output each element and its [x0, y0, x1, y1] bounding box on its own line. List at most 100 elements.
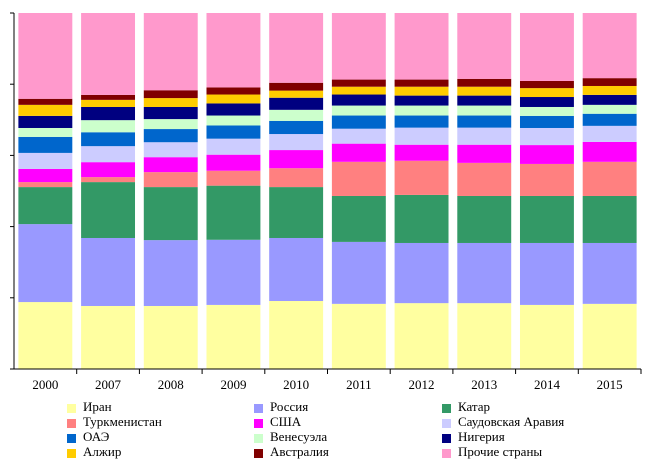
legend-label: Австралия	[270, 444, 329, 459]
bar-segment	[269, 120, 324, 135]
legend-swatch	[254, 404, 263, 413]
bar-segment	[331, 115, 386, 129]
legend-label: США	[270, 414, 302, 429]
bar-segment	[269, 150, 324, 169]
bar-segment	[457, 127, 512, 145]
bar-segment	[582, 242, 637, 304]
legend-label: Венесуэла	[270, 429, 327, 444]
bar-segment	[331, 105, 386, 116]
bar-segment	[519, 242, 574, 305]
bar-segment	[519, 88, 574, 98]
legend-label: Саудовская Аравия	[458, 414, 564, 429]
bar-segment	[582, 85, 637, 95]
legend-label: Алжир	[83, 444, 121, 459]
bar-segment	[394, 79, 449, 87]
x-tick-label: 2015	[597, 377, 623, 392]
legend-swatch	[442, 404, 451, 413]
bar-segment	[457, 195, 512, 243]
bar-segment	[269, 13, 324, 83]
bar-segment	[519, 304, 574, 369]
bar-segment	[582, 141, 637, 162]
bar-segment	[18, 115, 73, 128]
bar-segment	[519, 145, 574, 164]
bar-segment	[519, 97, 574, 107]
bar-segment	[143, 119, 198, 130]
bar-segment	[206, 94, 261, 104]
bar-segment	[206, 138, 261, 155]
bar-segment	[582, 161, 637, 196]
bar-segment	[206, 115, 261, 126]
bar-segment	[394, 127, 449, 145]
bar-segment	[331, 79, 386, 87]
bar-segment	[143, 13, 198, 91]
bar-segment	[81, 177, 136, 183]
bar-segment	[582, 303, 637, 369]
bar-segment	[582, 94, 637, 105]
legend-label: Иран	[83, 399, 112, 414]
x-tick-label: 2013	[471, 377, 497, 392]
bar-segment	[143, 305, 198, 369]
bar-segment	[18, 152, 73, 169]
bar-segment	[394, 144, 449, 161]
bar-segment	[269, 97, 324, 110]
x-tick-label: 2000	[32, 377, 58, 392]
bar-segment	[269, 134, 324, 151]
bar-segment	[331, 195, 386, 242]
bar-segment	[519, 127, 574, 146]
bar-segment	[457, 13, 512, 79]
bar-segment	[269, 109, 324, 121]
bar-segment	[394, 86, 449, 96]
bar-segment	[331, 143, 386, 162]
legend-label: Нигерия	[458, 429, 505, 444]
bar-segment	[18, 187, 73, 225]
legend-label: ОАЭ	[83, 429, 110, 444]
legend-swatch	[67, 419, 76, 428]
bar-segment	[81, 237, 136, 306]
bar-segment	[331, 303, 386, 369]
bar-segment	[519, 195, 574, 243]
bar-segment	[206, 103, 261, 116]
x-tick-label: 2011	[346, 377, 372, 392]
x-tick-label: 2014	[534, 377, 561, 392]
bar-segment	[519, 80, 574, 89]
bar-segment	[457, 105, 512, 116]
bar-segment	[81, 120, 136, 133]
bar-segment	[269, 82, 324, 91]
bar-segment	[269, 168, 324, 188]
bar-segment	[519, 163, 574, 196]
bar-segment	[394, 13, 449, 80]
bar-segment	[582, 125, 637, 142]
bar-segment	[457, 303, 512, 369]
bar-segment	[582, 104, 637, 114]
legend-swatch	[442, 434, 451, 443]
bar-segment	[206, 87, 261, 95]
bar-segment	[81, 13, 136, 95]
bar-segment	[331, 13, 386, 80]
bar-segment	[206, 304, 261, 369]
bar-segment	[394, 242, 449, 304]
legend-label: Катар	[458, 399, 490, 414]
bar-segment	[582, 113, 637, 126]
bar-segment	[143, 142, 198, 158]
bar-segment	[394, 105, 449, 116]
bar-segment	[143, 240, 198, 306]
bar-segment	[81, 132, 136, 147]
bar-segment	[457, 95, 512, 106]
bar-segment	[18, 302, 73, 369]
bar-segment	[143, 157, 198, 173]
bar-segment	[582, 13, 637, 79]
bar-segment	[18, 168, 73, 183]
bar-segment	[582, 195, 637, 243]
legend-swatch	[254, 449, 263, 458]
bar-segment	[18, 182, 73, 188]
legend-label: Прочие страны	[458, 444, 542, 459]
bar-segment	[331, 94, 386, 106]
bar-segment	[143, 98, 198, 107]
legend-swatch	[442, 419, 451, 428]
bar-segment	[519, 106, 574, 116]
bar-segment	[143, 90, 198, 99]
bar-segment	[394, 303, 449, 369]
bar-segment	[457, 78, 512, 87]
bar-segment	[143, 129, 198, 143]
